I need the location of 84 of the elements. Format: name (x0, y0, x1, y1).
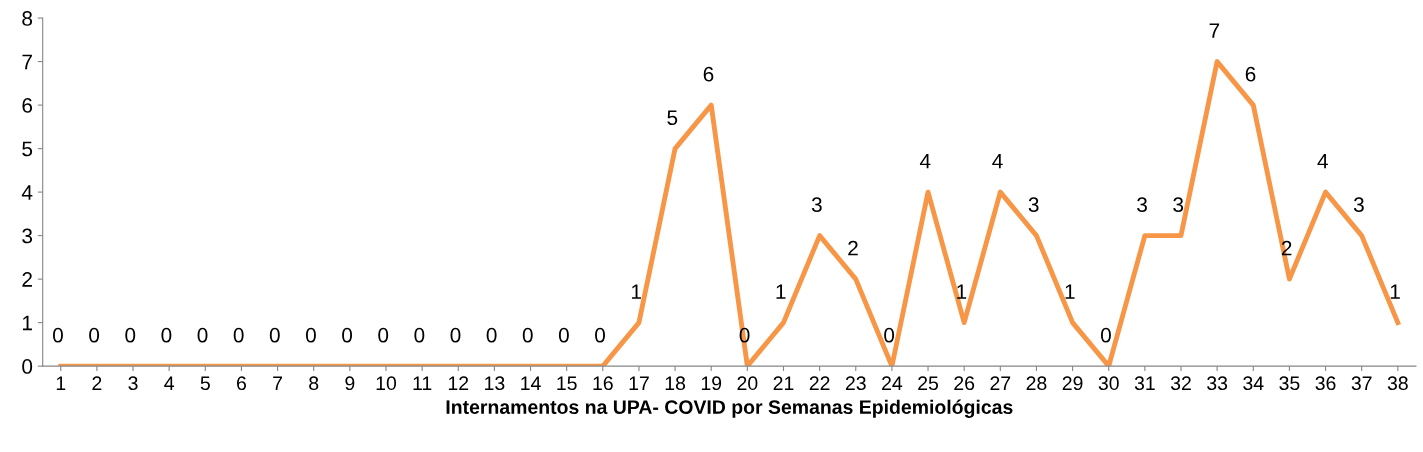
x-tick-label: 7 (273, 376, 283, 390)
data-label: 0 (125, 327, 136, 343)
data-label: 0 (233, 327, 244, 343)
x-tick-label: 8 (309, 376, 319, 391)
y-tick-label: 4 (21, 185, 33, 200)
data-label: 0 (486, 327, 497, 343)
x-tick-label: 28 (1026, 376, 1047, 391)
x-tick-label: 13 (485, 376, 505, 391)
data-label: 0 (884, 327, 895, 343)
data-label: 0 (197, 327, 208, 343)
y-tick-label: 7 (22, 54, 32, 70)
data-label: 0 (522, 327, 533, 343)
x-tick-label: 10 (376, 376, 397, 391)
x-tick-label: 37 (1351, 376, 1372, 391)
data-label: 7 (1209, 23, 1220, 38)
data-label: 1 (776, 284, 786, 299)
data-label: 0 (595, 327, 606, 343)
x-tick-label: 9 (345, 376, 355, 391)
x-axis-title: Internamentos na UPA- COVID por Semanas Epidemiológicas (446, 399, 1013, 418)
data-label: 0 (414, 327, 425, 343)
data-label: 0 (269, 327, 280, 343)
data-label: 1 (1390, 284, 1400, 299)
data-label: 1 (631, 284, 641, 299)
data-label: 3 (1173, 197, 1184, 213)
data-label: 6 (703, 66, 714, 82)
x-tick-label: 34 (1243, 376, 1264, 391)
x-tick-label: 2 (92, 376, 102, 390)
data-label: 1 (957, 284, 967, 299)
x-tick-label: 12 (448, 376, 469, 390)
data-label: 2 (848, 240, 858, 256)
x-tick-label: 21 (773, 376, 794, 390)
data-label: 3 (811, 197, 822, 213)
y-tick-label: 1 (22, 315, 32, 331)
y-tick-label: 2 (22, 272, 32, 287)
x-tick-label: 27 (990, 376, 1011, 390)
x-tick-label: 25 (918, 376, 939, 391)
x-tick-label: 17 (629, 376, 649, 390)
x-tick-label: 31 (1134, 376, 1155, 391)
x-tick-label: 14 (521, 376, 541, 390)
data-label: 5 (667, 110, 678, 126)
y-tick-label: 5 (22, 141, 33, 157)
x-tick-label: 24 (882, 376, 903, 390)
x-tick-label: 16 (593, 376, 613, 391)
y-tick-label: 3 (22, 228, 33, 244)
x-tick-label: 19 (701, 376, 722, 391)
data-label: 6 (1245, 66, 1256, 82)
data-label: 0 (378, 327, 389, 343)
data-label: 0 (558, 327, 569, 343)
x-tick-label: 11 (413, 376, 432, 390)
x-tick-label: 26 (954, 376, 975, 391)
data-label: 0 (1100, 327, 1111, 343)
data-label: 3 (1353, 197, 1364, 213)
data-label: 0 (89, 327, 100, 343)
x-tick-label: 1 (56, 376, 66, 390)
x-tick-label: 18 (665, 376, 686, 391)
x-tick-label: 4 (164, 376, 175, 390)
data-label: 4 (992, 154, 1003, 169)
x-tick-label: 35 (1279, 376, 1300, 391)
y-tick-label: 6 (22, 98, 33, 113)
x-tick-label: 22 (809, 376, 830, 390)
x-tick-label: 32 (1170, 376, 1191, 391)
x-tick-label: 33 (1207, 376, 1228, 391)
data-label: 0 (53, 327, 63, 343)
data-label: 4 (1317, 154, 1328, 169)
data-label: 3 (1028, 197, 1039, 213)
data-label: 0 (450, 327, 461, 343)
data-label: 3 (1137, 197, 1147, 213)
x-tick-label: 15 (557, 376, 577, 391)
x-tick-label: 36 (1315, 376, 1336, 391)
x-tick-label: 30 (1098, 376, 1119, 391)
data-label: 0 (305, 327, 316, 343)
x-tick-label: 20 (737, 376, 758, 391)
x-tick-label: 6 (237, 376, 246, 391)
x-tick-label: 5 (200, 376, 210, 391)
x-tick-label: 38 (1387, 376, 1408, 391)
data-label: 4 (919, 154, 931, 169)
x-tick-label: 23 (845, 376, 866, 391)
y-tick-label: 8 (22, 11, 33, 26)
y-tick-label: 0 (22, 359, 33, 374)
x-tick-label: 29 (1062, 376, 1083, 391)
x-tick-label: 3 (128, 376, 138, 391)
data-label: 1 (1065, 284, 1075, 299)
data-label: 0 (161, 327, 172, 343)
data-label: 0 (342, 327, 353, 343)
